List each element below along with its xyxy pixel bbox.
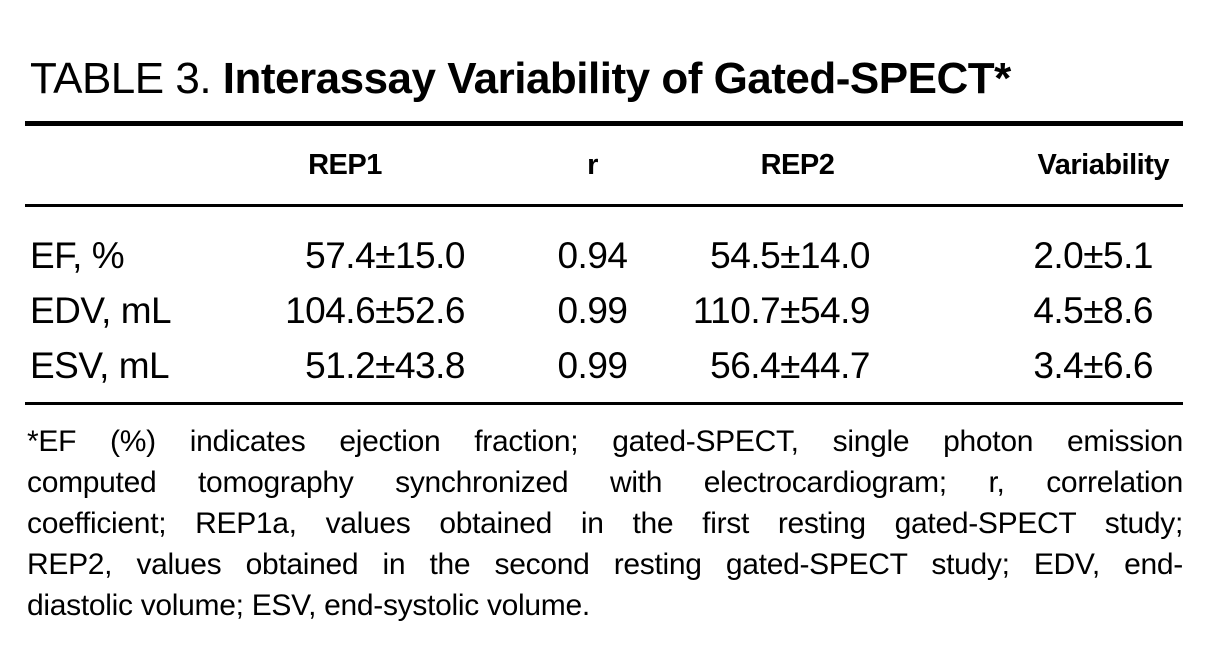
column-header-r: r bbox=[587, 149, 598, 181]
cell-r: 0.99 bbox=[557, 289, 628, 331]
row-label: ESV, mL bbox=[30, 344, 170, 386]
row-label: EDV, mL bbox=[30, 289, 172, 331]
column-header-variability: Variability bbox=[1037, 149, 1169, 181]
table-title: TABLE 3. Interassay Variability of Gated… bbox=[30, 55, 1011, 103]
footnote-line: diastolic volume; ESV, end-systolic volu… bbox=[27, 589, 590, 622]
cell-r: 0.99 bbox=[557, 344, 628, 386]
body-footnote-divider-rule bbox=[25, 402, 1183, 405]
cell-rep1: 51.2±43.8 bbox=[305, 344, 465, 386]
cell-variability: 3.4±6.6 bbox=[1033, 344, 1153, 386]
table-title-emphasis: Interassay Variability of Gated-SPECT* bbox=[222, 54, 1011, 103]
cell-rep2: 56.4±44.7 bbox=[710, 344, 870, 386]
cell-rep1: 57.4±15.0 bbox=[305, 234, 465, 276]
column-header-rep1: REP1 bbox=[308, 149, 382, 181]
table-row-edv: EDV, mL 104.6±52.6 0.99 110.7±54.9 4.5±8… bbox=[25, 283, 1183, 338]
cell-variability: 4.5±8.6 bbox=[1033, 289, 1153, 331]
footnote-line: REP2, values obtained in the second rest… bbox=[27, 548, 1183, 581]
table-title-prefix: TABLE 3. bbox=[30, 54, 223, 103]
table-body: EF, % 57.4±15.0 0.94 54.5±14.0 2.0±5.1 E… bbox=[25, 228, 1183, 393]
footnote-line: coefficient; REP1a, values obtained in t… bbox=[27, 507, 1183, 540]
row-label: EF, % bbox=[30, 234, 125, 276]
cell-rep1: 104.6±52.6 bbox=[285, 289, 465, 331]
footnote-line: *EF (%) indicates ejection fraction; gat… bbox=[27, 425, 1183, 458]
cell-rep2: 110.7±54.9 bbox=[692, 289, 871, 331]
footnote-line: computed tomography synchronized with el… bbox=[27, 466, 1183, 499]
header-body-divider-rule bbox=[25, 204, 1183, 207]
column-header-row: REP1 r REP2 Variability bbox=[25, 148, 1183, 182]
cell-variability: 2.0±5.1 bbox=[1033, 234, 1153, 276]
top-rule bbox=[25, 121, 1183, 126]
cell-r: 0.94 bbox=[557, 234, 628, 276]
cell-rep2: 54.5±14.0 bbox=[710, 234, 870, 276]
table-row-esv: ESV, mL 51.2±43.8 0.99 56.4±44.7 3.4±6.6 bbox=[25, 338, 1183, 393]
table-footnote: *EF (%) indicates ejection fraction; gat… bbox=[27, 421, 1183, 626]
column-header-empty bbox=[25, 148, 185, 182]
column-header-rep2: REP2 bbox=[760, 149, 835, 181]
table-row-ef: EF, % 57.4±15.0 0.94 54.5±14.0 2.0±5.1 bbox=[25, 228, 1183, 283]
